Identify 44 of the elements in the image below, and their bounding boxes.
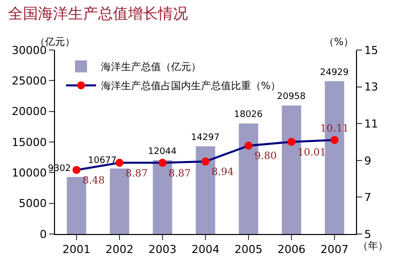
y-tick-label: 25000	[12, 74, 47, 88]
y2-tick-label: 7	[364, 191, 372, 204]
x-tick-label: 2001	[62, 243, 90, 256]
point	[72, 166, 80, 174]
y2-tick-label: 5	[364, 228, 372, 241]
data-label: 10.01	[298, 147, 326, 158]
chart-title: 全国海洋生产总值增长情况	[8, 4, 188, 23]
data-label: 10677	[88, 156, 117, 166]
legend-label: 海洋生产总值占国内生产总值比重（%）	[101, 80, 281, 92]
point	[288, 138, 296, 146]
y-tick-label: 20000	[12, 105, 47, 118]
point	[116, 158, 124, 167]
data-label: 20958	[277, 92, 306, 102]
y-tick-label: 30000	[12, 44, 47, 57]
data-label: 12044	[148, 147, 177, 157]
x-tick-label: 2004	[192, 243, 220, 256]
y2-tick-label: 9	[364, 154, 372, 168]
point	[202, 158, 210, 166]
data-label: 14297	[191, 133, 220, 143]
point	[158, 158, 166, 167]
data-label: 8.94	[212, 167, 234, 178]
point	[244, 142, 252, 150]
data-label: 24929	[320, 68, 349, 78]
x-tick-label: 2002	[106, 243, 134, 256]
point	[330, 136, 338, 144]
y2-axis-title: （%）	[324, 37, 354, 48]
x-tick-label: 2007	[320, 243, 348, 256]
data-label: 18026	[234, 110, 263, 120]
x-axis-title: （年）	[358, 240, 388, 252]
y-tick-label: 15000	[12, 136, 47, 149]
y-tick-label: 0	[40, 228, 47, 241]
data-label: 9.80	[254, 151, 277, 162]
y-tick-label: 5000	[18, 197, 47, 210]
y2-tick-label: 11	[364, 117, 378, 130]
x-tick-label: 2006	[278, 243, 306, 256]
y2-tick-label: 13	[364, 80, 378, 94]
data-label: 8.48	[82, 175, 105, 186]
y-tick-label: 10000	[12, 166, 47, 180]
data-label: 8.87	[168, 168, 191, 180]
data-label: 8.87	[126, 168, 148, 180]
x-tick-label: 2003	[148, 243, 176, 256]
legend-label: 海洋生产总值（亿元）	[101, 61, 202, 74]
x-tick-label: 2005	[234, 243, 262, 256]
y2-tick-label: 15	[364, 44, 378, 57]
